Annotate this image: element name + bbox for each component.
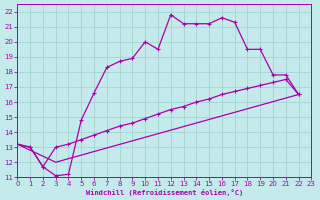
X-axis label: Windchill (Refroidissement éolien,°C): Windchill (Refroidissement éolien,°C): [86, 189, 243, 196]
